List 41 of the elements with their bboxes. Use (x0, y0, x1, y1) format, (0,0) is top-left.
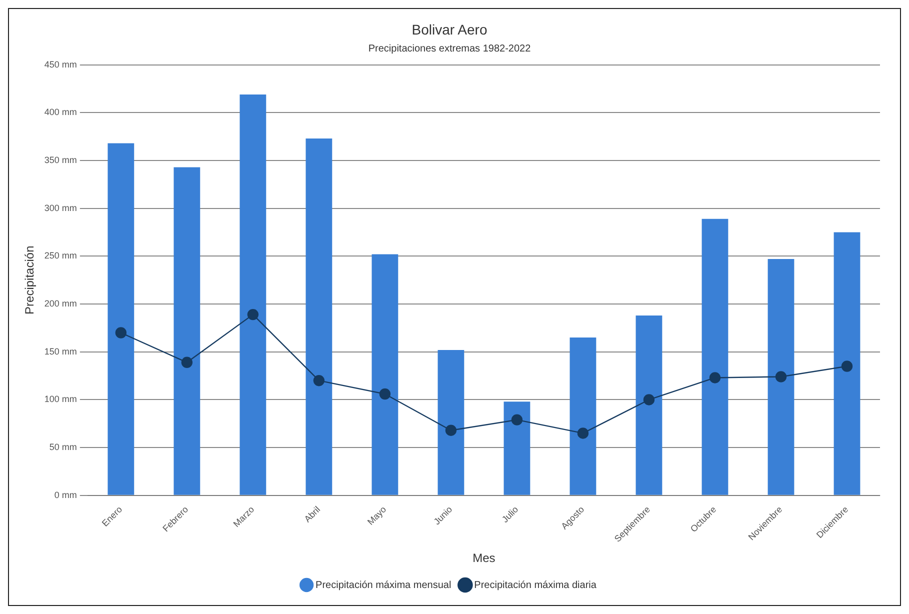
y-tick-label: 150 mm (44, 346, 77, 356)
bar (438, 350, 464, 495)
bar (834, 232, 860, 495)
y-axis-title: Precipitación (22, 246, 37, 314)
y-tick-label: 300 mm (44, 202, 77, 213)
bar (636, 316, 662, 495)
point (313, 374, 325, 386)
y-tick-label: 350 mm (44, 154, 77, 165)
point (511, 414, 523, 426)
bar (108, 143, 134, 495)
legend-label: Precipitación máxima mensual (316, 580, 452, 591)
point (841, 360, 853, 372)
point (577, 428, 589, 439)
bar (570, 338, 596, 495)
y-tick-label: 250 mm (44, 250, 77, 261)
chart-title: Bolivar Aero (412, 21, 488, 38)
point (643, 394, 655, 406)
point (379, 388, 391, 400)
bar (702, 218, 728, 495)
y-tick-label: 0 mm (54, 490, 77, 500)
y-tick-label: 100 mm (44, 394, 77, 404)
bar (240, 94, 266, 495)
x-axis-title: Mes (472, 551, 496, 566)
y-tick-label: 200 mm (44, 298, 77, 309)
point (247, 308, 259, 320)
point (445, 424, 457, 436)
legend-label: Precipitación máxima diaria (474, 580, 597, 591)
bar (504, 402, 530, 495)
chart-subtitle: Precipitaciones extremas 1982-2022 (368, 44, 532, 55)
point (775, 371, 787, 382)
bar (768, 259, 794, 495)
bar (306, 138, 332, 495)
x-tick-label: Julio (500, 504, 520, 524)
y-tick-label: 400 mm (44, 107, 77, 118)
point (709, 372, 721, 384)
y-tick-label: 50 mm (49, 442, 77, 452)
point (115, 327, 127, 338)
bar (372, 254, 398, 495)
point (181, 356, 193, 368)
bar (174, 167, 200, 495)
y-tick-label: 450 mm (44, 59, 77, 70)
